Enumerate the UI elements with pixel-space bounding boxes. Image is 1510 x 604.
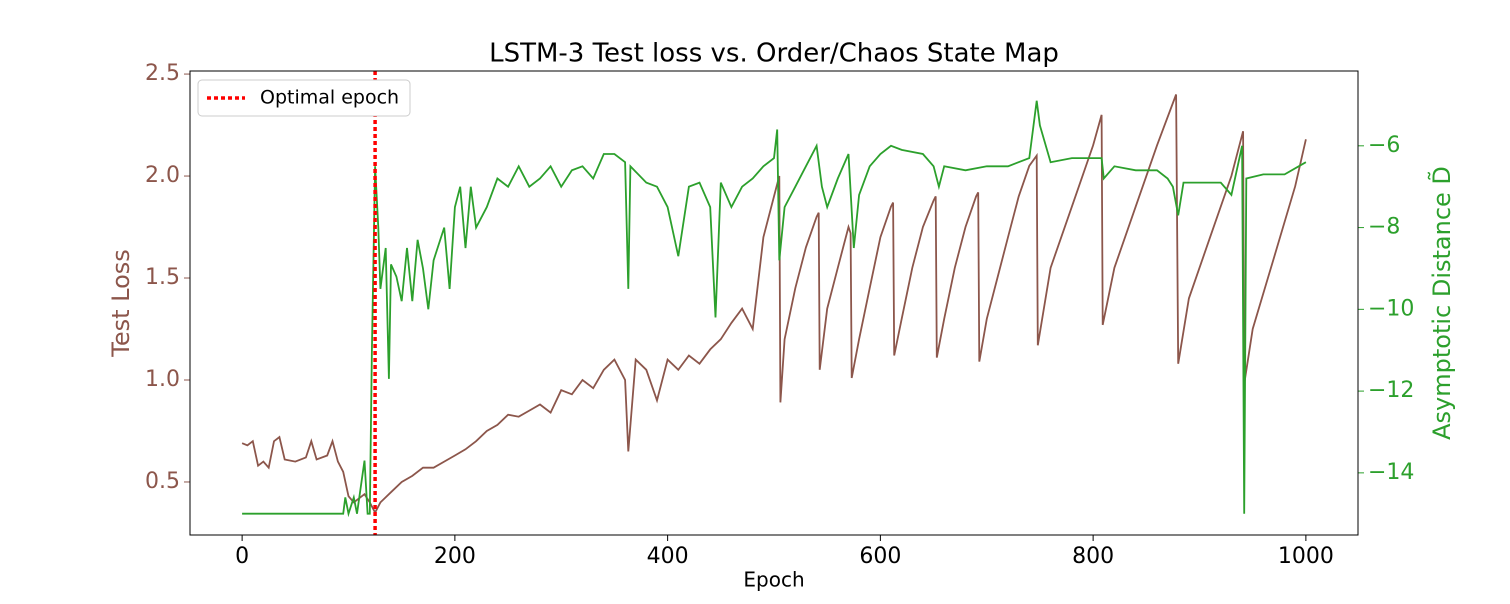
chart-title: LSTM-3 Test loss vs. Order/Chaos State M…	[489, 39, 1059, 69]
y-tick-label: 0.5	[145, 469, 180, 494]
y-axis-label: Test Loss	[107, 249, 135, 358]
x-tick-label: 1000	[1278, 544, 1334, 569]
plot-frame	[189, 70, 1359, 536]
x-tick-label: 400	[647, 544, 689, 569]
legend-label: Optimal epoch	[260, 87, 399, 109]
x-tick-label: 600	[859, 544, 901, 569]
plot-area	[241, 94, 1307, 518]
legend-box	[197, 79, 411, 117]
y-tick-label: 1.0	[145, 367, 180, 392]
x-tick-label: 200	[434, 544, 476, 569]
y-tick-label: 2.5	[145, 61, 180, 86]
series-line	[241, 94, 1307, 515]
x-tick-label: 0	[235, 544, 249, 569]
y-tick-label: 1.5	[145, 265, 180, 290]
y-tick-label: 2.0	[145, 163, 180, 188]
y2-tick-label: −12	[1368, 378, 1414, 403]
series-line	[242, 100, 1307, 518]
x-axis-label: Epoch	[743, 568, 804, 592]
y2-tick-label: −10	[1368, 296, 1414, 321]
y2-tick-label: −8	[1368, 215, 1400, 240]
y2-axis-label: Asymptotic Distance D̃	[1428, 166, 1456, 440]
y2-tick-label: −14	[1368, 460, 1414, 485]
y2-tick-label: −6	[1368, 133, 1400, 158]
x-tick-label: 800	[1072, 544, 1114, 569]
